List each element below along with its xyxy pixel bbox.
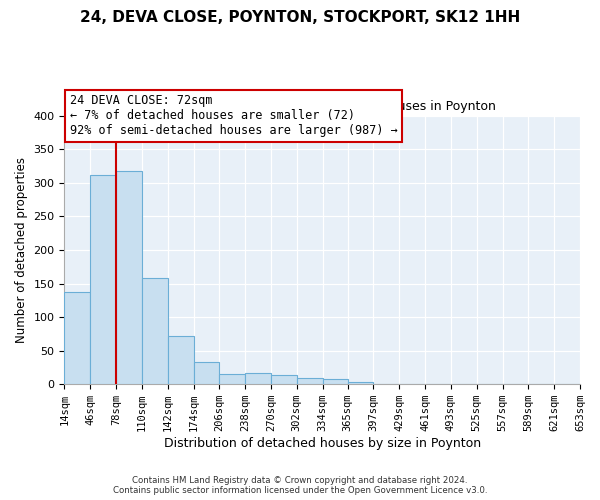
Bar bbox=[297, 378, 323, 384]
Title: Size of property relative to detached houses in Poynton: Size of property relative to detached ho… bbox=[148, 100, 496, 113]
Bar bbox=[167, 336, 194, 384]
Bar bbox=[64, 292, 90, 384]
Bar bbox=[347, 382, 373, 384]
X-axis label: Distribution of detached houses by size in Poynton: Distribution of detached houses by size … bbox=[164, 437, 481, 450]
Bar bbox=[142, 278, 167, 384]
Bar bbox=[194, 362, 220, 384]
Text: 24 DEVA CLOSE: 72sqm
← 7% of detached houses are smaller (72)
92% of semi-detach: 24 DEVA CLOSE: 72sqm ← 7% of detached ho… bbox=[70, 94, 397, 138]
Text: 24, DEVA CLOSE, POYNTON, STOCKPORT, SK12 1HH: 24, DEVA CLOSE, POYNTON, STOCKPORT, SK12… bbox=[80, 10, 520, 25]
Bar bbox=[116, 171, 142, 384]
Bar bbox=[245, 374, 271, 384]
Bar bbox=[90, 175, 116, 384]
Bar bbox=[271, 375, 297, 384]
Text: Contains HM Land Registry data © Crown copyright and database right 2024.
Contai: Contains HM Land Registry data © Crown c… bbox=[113, 476, 487, 495]
Y-axis label: Number of detached properties: Number of detached properties bbox=[15, 157, 28, 343]
Bar bbox=[323, 379, 347, 384]
Bar bbox=[220, 374, 245, 384]
